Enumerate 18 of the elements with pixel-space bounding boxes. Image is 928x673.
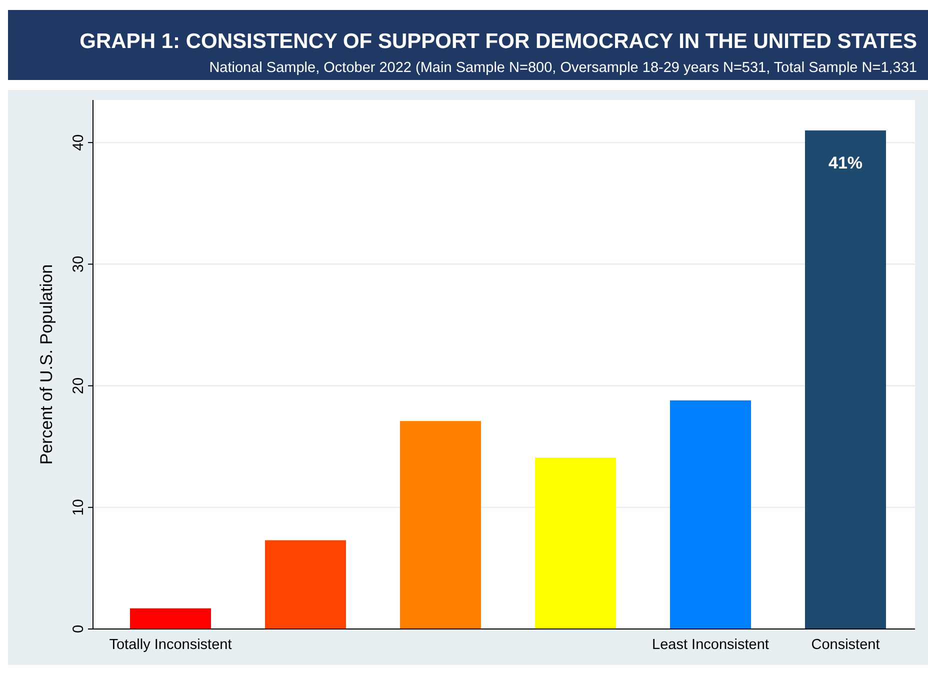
y-tick-label: 20: [70, 377, 87, 394]
bar: [130, 608, 211, 629]
chart-title: GRAPH 1: CONSISTENCY OF SUPPORT FOR DEMOCRACY IN THE UNITED STATES: [80, 30, 917, 53]
bar: [805, 130, 886, 629]
data-label: 41%: [828, 153, 863, 172]
x-tick-label: Least Inconsistent: [652, 637, 769, 653]
y-tick-label: 10: [70, 499, 87, 516]
y-tick-label: 30: [70, 256, 87, 273]
y-tick-label: 40: [70, 134, 87, 151]
x-tick-label: Consistent: [811, 637, 880, 653]
chart-subtitle: National Sample, October 2022 (Main Sample N=800, Oversample 18-29 years N=531, Total Sample N=1,331: [209, 60, 917, 76]
bar: [400, 421, 481, 629]
bar: [265, 540, 346, 629]
y-tick-label: 0: [70, 624, 87, 634]
bar: [670, 400, 751, 629]
bar: [535, 458, 616, 629]
x-tick-label: Totally Inconsistent: [109, 637, 232, 653]
y-axis-title: Percent of U.S. Population: [37, 264, 56, 465]
